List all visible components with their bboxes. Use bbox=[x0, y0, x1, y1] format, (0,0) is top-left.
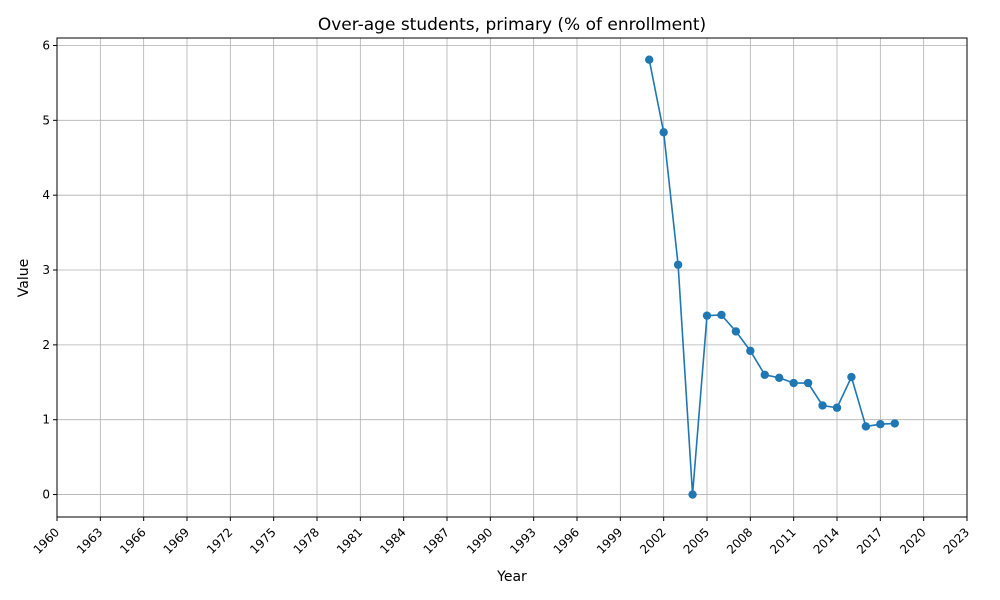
y-tick-label: 6 bbox=[42, 38, 50, 52]
axes bbox=[56, 37, 968, 518]
y-axis-label: Value bbox=[16, 259, 32, 297]
data-point bbox=[645, 55, 654, 64]
data-point bbox=[688, 490, 697, 499]
grid bbox=[56, 38, 968, 517]
data-point bbox=[832, 403, 842, 412]
series-line bbox=[648, 59, 895, 495]
data-point bbox=[717, 310, 726, 320]
y-tick-label: 4 bbox=[42, 188, 50, 202]
series bbox=[645, 55, 899, 499]
data-point bbox=[876, 419, 885, 429]
x-axis-label: Year bbox=[496, 569, 527, 585]
data-point bbox=[746, 346, 755, 356]
chart-title: Over-age students, primary (% of enrollm… bbox=[318, 15, 706, 35]
data-point bbox=[803, 378, 813, 388]
y-tick-label: 5 bbox=[42, 113, 50, 127]
data-point bbox=[731, 327, 741, 336]
data-point bbox=[702, 311, 712, 320]
data-point bbox=[789, 378, 798, 388]
data-point bbox=[818, 401, 827, 410]
data-point bbox=[890, 419, 899, 428]
data-point bbox=[861, 422, 871, 431]
y-tick-label: 3 bbox=[42, 263, 50, 277]
data-point bbox=[760, 370, 769, 379]
data-point bbox=[775, 373, 784, 382]
plot-frame bbox=[56, 37, 968, 518]
y-tick-label: 1 bbox=[42, 413, 50, 427]
y-tick-label: 0 bbox=[42, 488, 50, 502]
data-point bbox=[673, 260, 683, 269]
y-ticks: 0 1 2 3 4 5 6 bbox=[42, 38, 57, 502]
data-point bbox=[847, 372, 856, 382]
y-tick-label: 2 bbox=[42, 338, 50, 352]
data-point bbox=[659, 128, 668, 137]
